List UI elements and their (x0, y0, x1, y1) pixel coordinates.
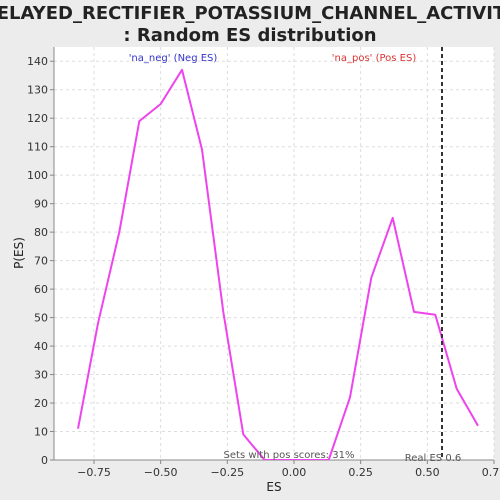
y-tick-label: 100 (27, 169, 48, 182)
y-tick-label: 0 (41, 454, 48, 467)
chart-title-line2: : Random ES distribution (123, 25, 376, 46)
y-tick-label: 30 (34, 369, 48, 382)
x-tick-label: 0.75 (482, 466, 500, 479)
x-tick-label: 0.00 (282, 466, 307, 479)
x-tick-label: −0.25 (210, 466, 244, 479)
plot-area (54, 47, 494, 460)
grid (54, 47, 495, 460)
y-tick-label: 110 (27, 141, 48, 154)
neg-es-label: 'na_neg' (Neg ES) (129, 53, 218, 64)
chart-title-line1: DELAYED_RECTIFIER_POTASSIUM_CHANNEL_ACTI… (0, 3, 500, 24)
y-tick-label: 130 (27, 84, 48, 97)
y-tick-label: 10 (34, 426, 48, 439)
x-tick-label: 0.25 (348, 466, 373, 479)
y-tick-label: 80 (34, 226, 48, 239)
real-es-label: Real ES 0.6 (405, 453, 461, 464)
x-axis-label: ES (266, 480, 281, 494)
y-tick-label: 70 (34, 255, 48, 268)
x-tick-label: −0.50 (144, 466, 178, 479)
x-tick-label: 0.50 (415, 466, 440, 479)
y-tick-label: 50 (34, 312, 48, 325)
y-tick-label: 20 (34, 397, 48, 410)
pos-es-label: 'na_pos' (Pos ES) (332, 53, 417, 64)
y-tick-label: 140 (27, 55, 48, 68)
pos-scores-note: Sets with pos scores: 31% (224, 450, 355, 461)
y-axis-label: P(ES) (12, 237, 26, 269)
y-tick-label: 40 (34, 340, 48, 353)
y-tick-label: 120 (27, 112, 48, 125)
es-distribution-line (77, 68, 479, 460)
x-tick-label: −0.75 (77, 466, 111, 479)
y-tick-label: 60 (34, 283, 48, 296)
annotations: 'na_neg' (Neg ES) 'na_pos' (Pos ES) Sets w… (129, 47, 461, 464)
series-layer (77, 68, 479, 461)
axes: 0 10 20 30 40 50 60 70 80 90 100 110 120 130 140 −0.75 −… (27, 47, 500, 479)
y-tick-label: 90 (34, 198, 48, 211)
